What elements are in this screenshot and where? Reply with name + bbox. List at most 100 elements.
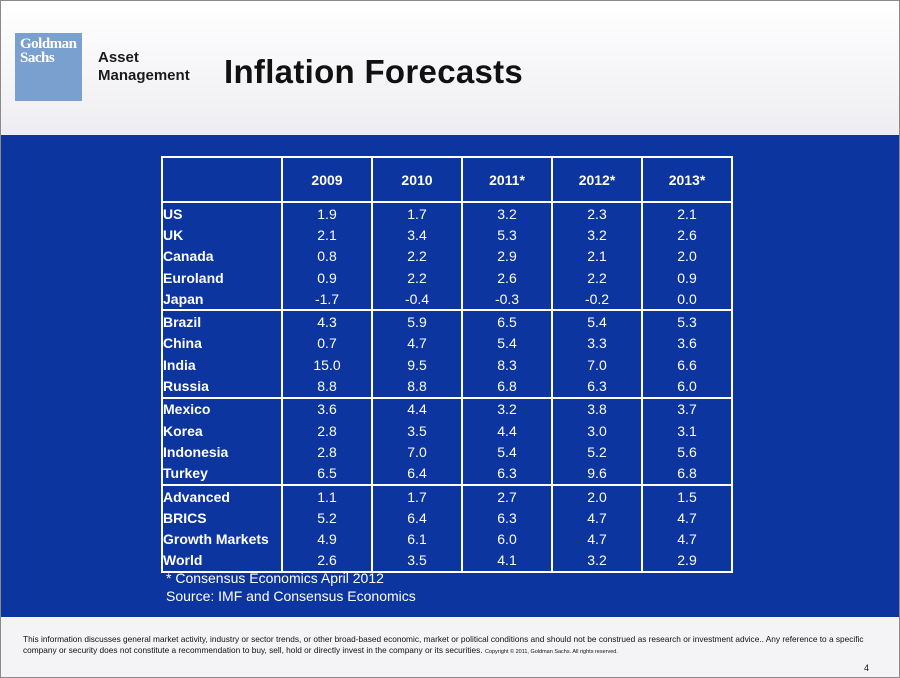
header-cell: 2013* — [641, 156, 733, 203]
country-label: Indonesia — [161, 441, 282, 463]
value-cell: 2.8 — [281, 441, 373, 463]
value-cell: 6.8 — [461, 375, 553, 398]
value-cell: 3.3 — [551, 332, 643, 355]
value-cell: 6.1 — [371, 528, 463, 550]
value-cell: 4.4 — [461, 419, 553, 442]
value-cell: 3.4 — [371, 224, 463, 246]
table-row: China 0.7 4.7 5.4 3.3 3.6 — [161, 332, 733, 355]
value-cell: 3.8 — [551, 396, 643, 420]
table-row: Russia 8.8 8.8 6.8 6.3 6.0 — [161, 375, 733, 398]
value-cell: 4.7 — [551, 528, 643, 550]
value-cell: 5.4 — [461, 332, 553, 355]
brand-line-1: Asset — [98, 49, 139, 66]
value-cell: 5.2 — [551, 441, 643, 463]
country-label: BRICS — [161, 507, 282, 529]
inflation-table: 2009 2010 2011* 2012* 2013* US 1.9 1.7 3.2 2… — [161, 156, 733, 574]
header-cell: 2010 — [371, 156, 463, 203]
value-cell: 5.2 — [281, 507, 373, 529]
header-cell: 2009 — [281, 156, 373, 203]
value-cell: 9.6 — [551, 462, 643, 485]
table-row: World 2.6 3.5 4.1 3.2 2.9 — [161, 549, 733, 574]
value-cell: 2.8 — [281, 419, 373, 442]
value-cell: 3.6 — [281, 396, 373, 420]
value-cell: 4.7 — [551, 507, 643, 529]
value-cell: 0.9 — [281, 266, 373, 289]
value-cell: 2.2 — [371, 266, 463, 289]
value-cell: -0.4 — [371, 288, 463, 311]
table-row: Brazil 4.3 5.9 6.5 5.4 5.3 — [161, 309, 733, 333]
value-cell: 2.3 — [551, 200, 643, 225]
value-cell: 2.6 — [461, 266, 553, 289]
brand-line-2: Management — [98, 67, 190, 84]
table-row: Advanced 1.1 1.7 2.7 2.0 1.5 — [161, 483, 733, 508]
value-cell: 0.9 — [641, 266, 733, 289]
country-label: Russia — [161, 375, 282, 398]
value-cell: 2.1 — [281, 224, 373, 246]
value-cell: 3.5 — [371, 419, 463, 442]
goldman-sachs-logo: Goldman Sachs — [15, 33, 82, 101]
value-cell: 2.1 — [641, 200, 733, 225]
source-note: Source: IMF and Consensus Economics — [166, 588, 416, 604]
country-label: Brazil — [161, 309, 282, 333]
disclaimer-text: This information discusses general marke… — [23, 634, 864, 655]
footnote: * Consensus Economics April 2012 — [166, 570, 384, 586]
value-cell: 2.2 — [371, 245, 463, 267]
table-row: UK 2.1 3.4 5.3 3.2 2.6 — [161, 224, 733, 246]
value-cell: 2.6 — [641, 224, 733, 246]
copyright: Copyright © 2011, Goldman Sachs. All rig… — [484, 649, 618, 655]
value-cell: 0.0 — [641, 288, 733, 311]
table-row: Euroland 0.9 2.2 2.6 2.2 0.9 — [161, 266, 733, 289]
value-cell: 6.4 — [371, 507, 463, 529]
value-cell: 5.6 — [641, 441, 733, 463]
value-cell: 3.0 — [551, 419, 643, 442]
country-label: Korea — [161, 419, 282, 442]
value-cell: 3.2 — [551, 224, 643, 246]
value-cell: 8.8 — [281, 375, 373, 398]
value-cell: 1.1 — [281, 483, 373, 508]
value-cell: 6.0 — [461, 528, 553, 550]
table-row: Indonesia 2.8 7.0 5.4 5.2 5.6 — [161, 441, 733, 463]
header-cell: 2011* — [461, 156, 553, 203]
country-label: India — [161, 354, 282, 376]
value-cell: 5.9 — [371, 309, 463, 333]
country-label: UK — [161, 224, 282, 246]
value-cell: 7.0 — [371, 441, 463, 463]
table-row: US 1.9 1.7 3.2 2.3 2.1 — [161, 200, 733, 225]
table-row: Japan -1.7 -0.4 -0.3 -0.2 0.0 — [161, 288, 733, 311]
table-row: BRICS 5.2 6.4 6.3 4.7 4.7 — [161, 507, 733, 529]
value-cell: 1.5 — [641, 483, 733, 508]
value-cell: 3.5 — [371, 549, 463, 574]
table-row: India 15.0 9.5 8.3 7.0 6.6 — [161, 354, 733, 376]
value-cell: 4.7 — [641, 528, 733, 550]
country-label: China — [161, 332, 282, 355]
page-title: Inflation Forecasts — [224, 53, 524, 90]
value-cell: 5.4 — [551, 309, 643, 333]
logo-line-2: Sachs — [20, 50, 55, 66]
value-cell: 2.6 — [281, 549, 373, 574]
value-cell: 6.3 — [461, 462, 553, 485]
value-cell: 5.4 — [461, 441, 553, 463]
value-cell: 5.3 — [641, 309, 733, 333]
content-area: 2009 2010 2011* 2012* 2013* US 1.9 1.7 3.2 2… — [1, 135, 899, 617]
value-cell: 7.0 — [551, 354, 643, 376]
header-cell: 2012* — [551, 156, 643, 203]
value-cell: 2.2 — [551, 266, 643, 289]
country-label: Euroland — [161, 266, 282, 289]
value-cell: 4.7 — [371, 332, 463, 355]
disclaimer: This information discusses general marke… — [23, 634, 893, 658]
table-row: Turkey 6.5 6.4 6.3 9.6 6.8 — [161, 462, 733, 485]
page-number: 4 — [863, 663, 869, 673]
value-cell: 6.0 — [641, 375, 733, 398]
country-label: Turkey — [161, 462, 282, 485]
value-cell: 6.5 — [461, 309, 553, 333]
slide-header: Goldman Sachs Asset Management Inflation… — [1, 1, 899, 135]
value-cell: 1.7 — [371, 483, 463, 508]
value-cell: 6.3 — [551, 375, 643, 398]
value-cell: 8.8 — [371, 375, 463, 398]
value-cell: -1.7 — [281, 288, 373, 311]
value-cell: 6.5 — [281, 462, 373, 485]
value-cell: 9.5 — [371, 354, 463, 376]
value-cell: 6.8 — [641, 462, 733, 485]
country-label: World — [161, 549, 282, 574]
value-cell: 8.3 — [461, 354, 553, 376]
